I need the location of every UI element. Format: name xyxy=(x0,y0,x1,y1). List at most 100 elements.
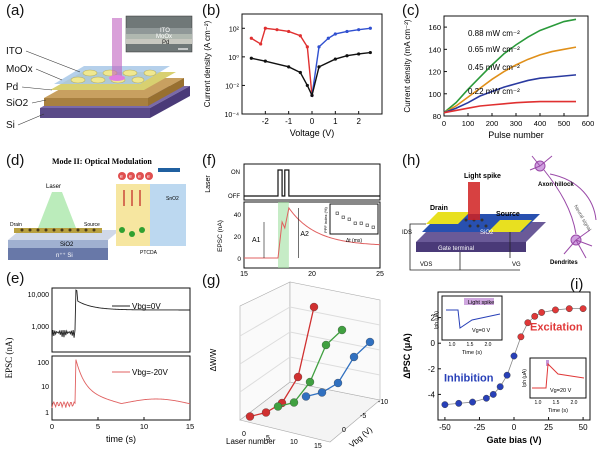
e-series-line-0 xyxy=(51,289,191,339)
c-x-tick-label: 600 xyxy=(582,119,595,128)
b-series-point xyxy=(298,34,302,38)
b-x-tick-label: 2 xyxy=(356,117,361,126)
i-inset-left-trace xyxy=(446,309,501,329)
i-series-point xyxy=(455,399,463,407)
b-series-point xyxy=(345,54,349,58)
f-y-axis-label: EPSC (nA) xyxy=(217,220,224,252)
i-inset-left-x-tick: 1.0 xyxy=(449,342,456,348)
e-y-axis-label: EPSC (nA) xyxy=(4,338,14,379)
f-inset-x-label: Δt (ms) xyxy=(346,238,362,244)
source-pad xyxy=(488,220,532,232)
i-inset-right-x-tick: 1.5 xyxy=(553,400,560,406)
laser-cone xyxy=(38,192,76,228)
b-y-tick-label: 10⁰ xyxy=(228,54,239,62)
b-y-axis-label: Current density (A cm⁻²) xyxy=(203,20,212,107)
h-vds-label: VDS xyxy=(420,262,432,268)
i-series-point xyxy=(565,305,573,313)
panel-g: (g) 0 5 10 15 0 -5 -10 Laser number Vbg (V) ΔW/W xyxy=(200,270,400,450)
c-legend-label: 0.22 mW cm⁻² xyxy=(468,87,520,96)
c-x-tick-label: 200 xyxy=(486,119,499,128)
i-inset-left-x-tick: 1.5 xyxy=(467,342,474,348)
i-series-point xyxy=(517,333,525,341)
h-vg-label: VG xyxy=(512,262,521,268)
i-inset-right-frame xyxy=(529,357,587,399)
ppf-chart: ON OFF Laser 0 20 40 15 20 25 EPSC (nA) A1 A2 Δt (ms… xyxy=(205,163,384,278)
si-block xyxy=(8,248,108,260)
d-sno2-label: SnO2 xyxy=(166,196,179,202)
c-series-line-2 xyxy=(443,74,577,114)
i-x-tick-label: 0 xyxy=(512,423,517,432)
g-x-tick-label: 5 xyxy=(266,435,270,442)
h-drain-label: Drain xyxy=(430,205,448,212)
i-series-point xyxy=(531,312,539,320)
i-x-tick-label: 25 xyxy=(544,423,553,432)
svg-text:e: e xyxy=(120,174,123,180)
f-laser-pulse-line xyxy=(244,169,380,197)
i-y-tick-label: 0 xyxy=(431,339,436,348)
i-x-tick-label: -50 xyxy=(439,423,451,432)
i-x-tick-label: 50 xyxy=(579,423,588,432)
i-inhibition-label: Inhibition xyxy=(444,373,494,385)
i-series-point xyxy=(579,305,587,313)
i-y-tick-label: 2 xyxy=(431,314,436,323)
b-series-point xyxy=(317,65,321,69)
e-series-line-1 xyxy=(51,359,191,409)
b-series-line-0 xyxy=(250,27,313,96)
neuron-drawing xyxy=(529,155,597,259)
panel-label-i: (i) xyxy=(570,278,584,293)
g-series-point xyxy=(317,388,327,397)
g-grid-line xyxy=(239,331,291,365)
d-sio2-label: SiO2 xyxy=(60,242,74,248)
g-grid-line xyxy=(289,306,381,326)
g-series-point xyxy=(309,302,319,312)
e-x-axis-label: time (s) xyxy=(106,434,136,444)
h-dendrites-label: Dendrites xyxy=(550,260,578,266)
svg-text:e: e xyxy=(129,174,132,180)
b-x-tick-label: -2 xyxy=(262,117,270,126)
f-off-label: OFF xyxy=(228,194,240,200)
f-inset-point xyxy=(359,221,363,225)
g-series-point xyxy=(321,340,331,350)
e-x-tick-label: 10 xyxy=(140,422,148,431)
weight-3d-chart: 0 5 10 15 0 -5 -10 Laser number Vbg (V) ΔW/W xyxy=(209,281,388,450)
i-inset-left-spike xyxy=(464,298,494,305)
g-series-point xyxy=(261,408,271,417)
layer-label-sio2: SiO2 xyxy=(6,98,29,109)
panel-e: (e) 10,000 1,000 100 10 1 0 5 10 15 Vbg=0V Vbg=-20… xyxy=(0,268,200,450)
f-inset-point xyxy=(353,221,357,225)
b-series-point xyxy=(305,83,309,88)
g-series-point xyxy=(289,398,299,407)
f-x-tick-label: 25 xyxy=(376,271,384,278)
inset-ito-label: ITO xyxy=(160,28,170,34)
b-series-line-1 xyxy=(311,27,371,96)
g-series-point xyxy=(301,392,311,401)
b-series-point xyxy=(287,29,291,34)
e-legend-label-0: Vbg=0V xyxy=(132,302,161,311)
i-series-point xyxy=(441,401,449,409)
b-series-point xyxy=(287,65,291,69)
layer-label-pd: Pd xyxy=(6,82,18,93)
i-series-point xyxy=(503,371,511,379)
svg-text:e: e xyxy=(147,174,150,180)
b-series-point xyxy=(317,45,321,49)
panel-label-d: (d) xyxy=(6,152,25,169)
b-series-point xyxy=(259,42,263,46)
c-series-line-1 xyxy=(443,46,577,114)
b-y-tick-label: 10⁻² xyxy=(225,83,239,90)
i-inset-left-frame xyxy=(441,295,503,341)
c-series-line-0 xyxy=(443,18,577,114)
i-inset-right-ylabel: Iph (μA) xyxy=(522,369,528,387)
i-series-point xyxy=(524,319,532,327)
panel-d: (d) Mode II: Optical Modulation SiO2 n⁺⁺… xyxy=(0,150,200,268)
b-series-point xyxy=(357,52,361,56)
i-series-point xyxy=(469,398,476,406)
i-series-point xyxy=(489,391,497,398)
i-inset-right-trace xyxy=(532,362,585,389)
b-series-point xyxy=(249,56,253,60)
h-light-spike-label: Light spike xyxy=(464,173,501,180)
b-series-point xyxy=(333,32,337,36)
c-x-tick-label: 300 xyxy=(510,119,523,128)
g-series-point xyxy=(333,378,343,388)
d-si-label: n⁺⁺ Si xyxy=(56,252,73,259)
panel-i: (i) -50 -25 0 25 50 -4 -2 0 2 Inhibition Excitatio… xyxy=(400,278,600,450)
